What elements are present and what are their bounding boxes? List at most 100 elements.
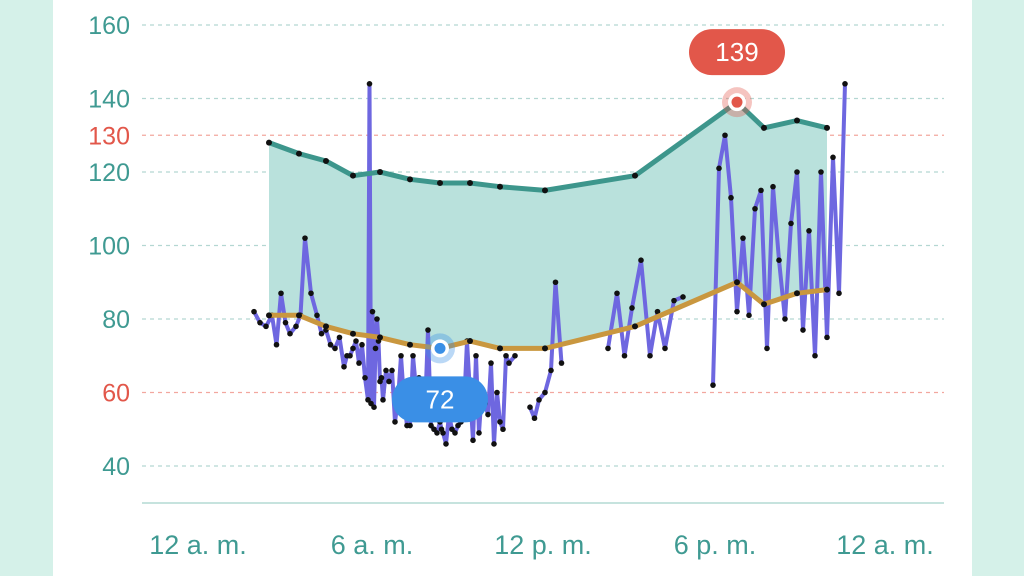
reading-point bbox=[788, 220, 794, 227]
y-tick-label: 130 bbox=[88, 122, 130, 150]
reading-point bbox=[491, 441, 497, 447]
reading-point bbox=[383, 367, 389, 374]
reading-point bbox=[263, 323, 269, 330]
reading-point bbox=[371, 404, 377, 411]
y-tick-label: 60 bbox=[102, 380, 130, 408]
reading-point bbox=[758, 187, 764, 194]
y-tick-label: 80 bbox=[102, 306, 130, 334]
max-point bbox=[377, 169, 383, 175]
reading-point bbox=[728, 194, 734, 201]
average-point bbox=[350, 330, 356, 337]
reading-point bbox=[356, 360, 362, 366]
max-series bbox=[266, 99, 830, 194]
reading-point bbox=[251, 308, 257, 315]
max-point bbox=[437, 180, 443, 187]
reading-point bbox=[425, 327, 431, 333]
reading-point bbox=[497, 419, 503, 425]
reading-point bbox=[485, 411, 491, 418]
reading-point bbox=[273, 341, 280, 348]
x-tick-label: 6 a. m. bbox=[331, 530, 414, 560]
reading-point bbox=[542, 389, 548, 396]
reading-point bbox=[347, 352, 353, 359]
reading-point bbox=[638, 257, 644, 264]
reading-point bbox=[369, 308, 376, 315]
reading-point bbox=[836, 290, 842, 297]
reading-point bbox=[806, 228, 812, 234]
max-point bbox=[296, 150, 302, 157]
max-point bbox=[350, 172, 356, 179]
min-marker-dot bbox=[434, 342, 446, 354]
reading-point bbox=[647, 352, 653, 359]
range-area bbox=[269, 102, 827, 349]
reading-point bbox=[818, 169, 824, 175]
reading-point bbox=[308, 290, 314, 297]
max-point bbox=[632, 172, 638, 179]
reading-point bbox=[506, 360, 512, 366]
reading-point bbox=[293, 323, 299, 330]
average-point bbox=[266, 312, 272, 319]
average-point bbox=[761, 301, 767, 308]
max-point bbox=[407, 176, 413, 183]
reading-point bbox=[336, 334, 343, 341]
reading-point bbox=[764, 345, 770, 352]
reading-point bbox=[488, 360, 494, 366]
reading-point bbox=[314, 312, 320, 319]
reading-point bbox=[362, 375, 368, 381]
average-point bbox=[734, 279, 740, 286]
reading-point bbox=[552, 279, 559, 286]
average-point bbox=[542, 345, 548, 352]
y-tick-label: 40 bbox=[102, 453, 130, 481]
reading-point bbox=[434, 430, 440, 436]
reading-point bbox=[473, 352, 479, 359]
reading-point bbox=[654, 308, 661, 315]
reading-point bbox=[842, 81, 848, 87]
max-point bbox=[794, 117, 800, 124]
reading-point bbox=[392, 419, 398, 425]
reading-point bbox=[722, 132, 728, 139]
reading-point bbox=[800, 327, 806, 333]
reading-point bbox=[629, 305, 635, 311]
reading-point bbox=[410, 352, 416, 359]
reading-point bbox=[380, 397, 386, 403]
reading-point bbox=[527, 404, 533, 411]
reading-point bbox=[531, 415, 538, 422]
average-point bbox=[323, 323, 329, 330]
average-point bbox=[497, 345, 503, 352]
y-tick-label: 100 bbox=[88, 233, 130, 261]
range-fill bbox=[269, 102, 827, 349]
reading-point bbox=[536, 397, 542, 403]
reading-point bbox=[614, 290, 620, 297]
max-point bbox=[542, 187, 548, 194]
annotations: 72 139 bbox=[392, 29, 785, 423]
max-marker-dot bbox=[731, 96, 743, 108]
reading-point bbox=[318, 330, 325, 337]
average-point bbox=[794, 290, 800, 297]
average-point bbox=[632, 323, 638, 330]
reading-point bbox=[830, 154, 836, 161]
reading-point bbox=[500, 426, 506, 433]
reading-point bbox=[341, 363, 347, 370]
reading-point bbox=[671, 297, 677, 304]
max-label-bubble bbox=[689, 29, 785, 76]
max-point bbox=[824, 124, 830, 131]
reading-point bbox=[794, 169, 800, 175]
reading-point bbox=[770, 183, 776, 190]
max-point bbox=[266, 139, 272, 146]
reading-point bbox=[407, 422, 413, 429]
reading-point bbox=[372, 345, 379, 352]
average-point bbox=[824, 286, 830, 293]
reading-point bbox=[398, 352, 404, 359]
x-tick-label: 12 a. m. bbox=[149, 530, 247, 560]
reading-point bbox=[746, 312, 752, 319]
reading-point bbox=[378, 375, 385, 381]
reading-point bbox=[257, 319, 263, 326]
reading-point bbox=[476, 430, 482, 436]
x-axis-labels: 12 a. m. 6 a. m. 12 p. m. 6 p. m. 12 a. m. bbox=[149, 530, 934, 560]
reading-point bbox=[282, 319, 289, 326]
reading-point bbox=[366, 81, 373, 87]
reading-point bbox=[548, 367, 554, 374]
reading-point bbox=[512, 352, 518, 359]
x-tick-label: 12 a. m. bbox=[836, 530, 934, 560]
reading-point bbox=[782, 316, 788, 322]
reading-point bbox=[716, 165, 722, 172]
